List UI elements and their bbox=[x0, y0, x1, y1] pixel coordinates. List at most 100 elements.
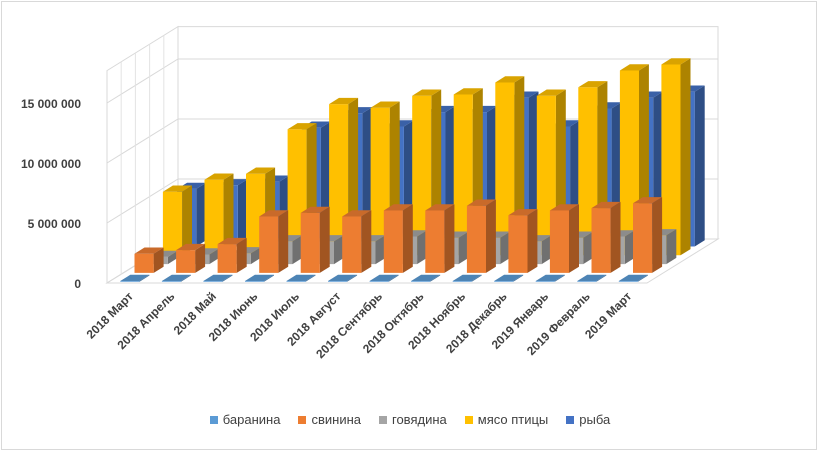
bar-баранина-top bbox=[245, 274, 274, 281]
bar-баранина bbox=[494, 281, 514, 282]
bar-баранина-side bbox=[513, 274, 524, 282]
bar-баранина-top bbox=[120, 274, 150, 281]
bar-баранина bbox=[411, 281, 431, 282]
bar-мясо птицы-side bbox=[223, 173, 234, 256]
bar-свинина-top bbox=[383, 204, 413, 211]
bar-баранина-top bbox=[452, 274, 482, 281]
bar-рыба-side bbox=[196, 182, 207, 247]
bar-свинина-top bbox=[134, 247, 164, 254]
bar-свинина-side bbox=[153, 247, 164, 273]
bar-говядина-side bbox=[417, 230, 427, 265]
legend-item: баранина bbox=[209, 412, 280, 427]
legend-label: свинина bbox=[311, 412, 361, 427]
bar-свинина-side bbox=[195, 243, 206, 273]
legend-swatch bbox=[209, 416, 218, 424]
bar-свинина bbox=[591, 208, 611, 273]
bar-мясо птицы-top bbox=[162, 185, 192, 192]
bar-свинина bbox=[217, 244, 237, 273]
bar-свинина-top bbox=[425, 204, 455, 211]
bar-баранина-side bbox=[347, 274, 358, 282]
bar-свинина-side bbox=[444, 204, 455, 273]
bar-мясо птицы-top bbox=[412, 89, 442, 96]
bar-баранина bbox=[452, 281, 472, 282]
legend-swatch bbox=[464, 416, 473, 424]
legend-label: мясо птицы bbox=[477, 412, 549, 427]
bar-баранина bbox=[577, 281, 597, 282]
bar-свинина-side bbox=[319, 206, 330, 273]
legend-label: говядина bbox=[392, 412, 447, 427]
bar-баранина bbox=[286, 281, 306, 282]
bar-мясо птицы-top bbox=[536, 89, 566, 96]
bar-свинина-top bbox=[342, 210, 372, 217]
bar-мясо птицы-top bbox=[370, 101, 400, 108]
legend-label: рыба bbox=[579, 412, 611, 427]
bar-свинина-top bbox=[300, 206, 330, 213]
bar-баранина-top bbox=[577, 274, 607, 281]
bar-говядина-side bbox=[167, 250, 178, 265]
bar-свинина-side bbox=[402, 204, 413, 273]
bar-баранина-top bbox=[203, 274, 233, 281]
bar-говядина-side bbox=[292, 235, 303, 265]
bar-мясо птицы bbox=[162, 191, 183, 256]
bar-свинина bbox=[466, 205, 486, 273]
bar-мясо птицы-top bbox=[329, 97, 359, 105]
bar-мясо птицы-top bbox=[287, 123, 317, 130]
legend-swatch bbox=[566, 416, 575, 424]
bar-баранина bbox=[203, 281, 223, 282]
bar-свинина-top bbox=[633, 197, 663, 204]
bar-говядина-side bbox=[541, 235, 552, 265]
bar-баранина-top bbox=[411, 274, 441, 281]
bar-говядина-side bbox=[624, 230, 635, 265]
bar-мясо птицы-top bbox=[495, 76, 525, 83]
legend-swatch bbox=[379, 416, 387, 424]
bar-баранина-side bbox=[305, 274, 316, 282]
bar-мясо птицы bbox=[495, 82, 515, 256]
bar-баранина-side bbox=[222, 274, 233, 282]
bar-свинина-side bbox=[486, 199, 496, 273]
bar-свинина-top bbox=[549, 204, 579, 211]
bar-баранина-top bbox=[494, 274, 524, 281]
bar-свинина-side bbox=[610, 201, 621, 273]
bar-свинина-top bbox=[259, 210, 289, 217]
bar-свинина bbox=[549, 210, 569, 273]
legend-item: мясо птицы bbox=[464, 412, 549, 427]
bar-мясо птицы-top bbox=[661, 58, 691, 65]
bar-говядина-side bbox=[334, 235, 344, 265]
bar-свинина bbox=[425, 210, 445, 273]
bar-свинина bbox=[176, 250, 196, 273]
bar-баранина-side bbox=[388, 274, 399, 282]
y-tick-label: 0 bbox=[74, 277, 81, 291]
bar-свинина-side bbox=[652, 197, 663, 273]
bar-свинина bbox=[633, 203, 653, 273]
bar-свинина bbox=[134, 253, 154, 273]
bar-баранина bbox=[328, 281, 348, 282]
bar-баранина-top bbox=[328, 274, 358, 281]
bar-свинина-top bbox=[176, 243, 206, 251]
bar-баранина-side bbox=[554, 274, 565, 282]
bar-баранина-top bbox=[161, 274, 191, 281]
legend-item: говядина bbox=[379, 412, 447, 427]
bar-мясо птицы-top bbox=[453, 88, 483, 95]
bar-мясо птицы-top bbox=[578, 81, 608, 88]
bar-баранина bbox=[618, 281, 638, 282]
bar-говядина-side bbox=[500, 231, 511, 265]
bar-свинина bbox=[508, 215, 528, 273]
bar-баранина-top bbox=[369, 274, 399, 281]
bar-говядина-side bbox=[209, 248, 220, 265]
bar-баранина bbox=[245, 281, 265, 282]
y-tick-label: 5 000 000 bbox=[28, 217, 82, 231]
bar-говядина-side bbox=[250, 247, 261, 265]
bar-баранина bbox=[369, 281, 389, 282]
bar-баранина-side bbox=[139, 274, 150, 282]
bar-баранина bbox=[535, 281, 555, 282]
bar-мясо птицы bbox=[661, 64, 681, 256]
bar-свинина bbox=[383, 210, 403, 273]
bar-мясо птицы bbox=[204, 179, 224, 256]
bar-свинина-top bbox=[217, 237, 247, 245]
bar-свинина-side bbox=[527, 209, 538, 273]
bar-мясо птицы-side bbox=[182, 185, 192, 256]
bar-баранина-side bbox=[637, 274, 648, 282]
y-tick-label: 10 000 000 bbox=[21, 157, 81, 171]
bar-баранина-side bbox=[471, 274, 482, 282]
